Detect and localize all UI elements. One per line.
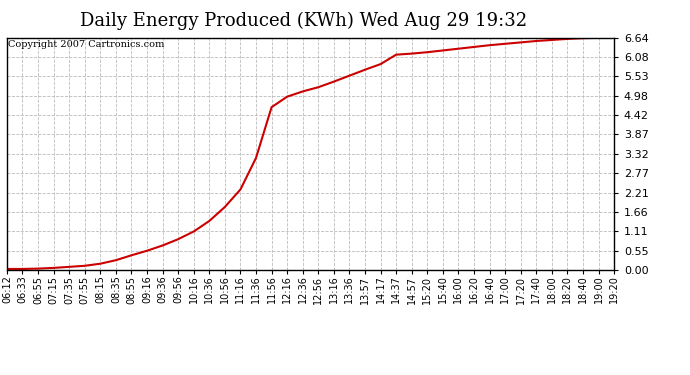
Text: Daily Energy Produced (KWh) Wed Aug 29 19:32: Daily Energy Produced (KWh) Wed Aug 29 1…	[80, 11, 527, 30]
Text: Copyright 2007 Cartronics.com: Copyright 2007 Cartronics.com	[8, 40, 164, 49]
